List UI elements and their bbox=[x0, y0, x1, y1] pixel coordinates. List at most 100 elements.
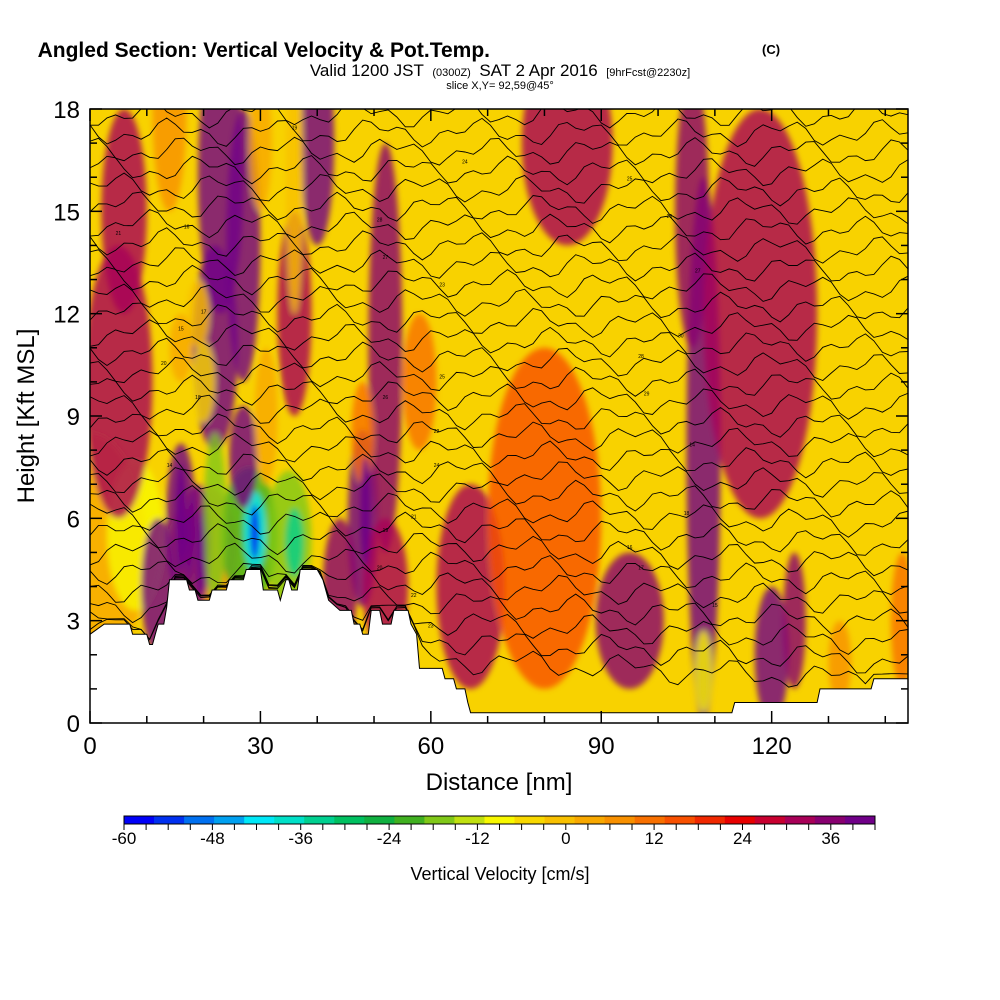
chart-title-unit: (C) bbox=[762, 42, 780, 57]
forecast-info: [9hrFcst@2230z] bbox=[606, 67, 690, 79]
velocity-cell-35 bbox=[521, 109, 613, 246]
colorbar-tick-label: -24 bbox=[377, 829, 402, 848]
contour-label: 23 bbox=[428, 624, 434, 630]
y-tick-label: 18 bbox=[53, 97, 80, 124]
colorbar-swatch bbox=[754, 816, 786, 824]
velocity-cell-25 bbox=[186, 279, 210, 348]
velocity-cell-37 bbox=[595, 552, 664, 689]
velocity-cell-42 bbox=[203, 433, 227, 604]
x-tick-label: 60 bbox=[417, 733, 444, 760]
velocity-cell-39 bbox=[286, 109, 303, 314]
velocity-core-2 bbox=[360, 456, 371, 567]
contour-label: 28 bbox=[638, 354, 644, 360]
y-axis-title: Height [Kft MSL] bbox=[13, 329, 40, 504]
colorbar-swatch bbox=[304, 816, 335, 824]
contour-label: 22 bbox=[411, 593, 417, 599]
velocity-cell-23 bbox=[402, 313, 437, 451]
y-tick-label: 12 bbox=[53, 302, 80, 329]
contour-label: 18 bbox=[195, 395, 201, 401]
colorbar-tick-label: -36 bbox=[288, 829, 313, 848]
contour-label: 27 bbox=[695, 269, 701, 275]
contour-label: 23 bbox=[439, 282, 445, 288]
velocity-cell-36 bbox=[703, 109, 818, 519]
velocity-cell-38 bbox=[249, 109, 272, 212]
contour-label: 29 bbox=[644, 392, 650, 398]
isentrope-line-7 bbox=[90, 503, 908, 556]
valid-time-line: Valid 1200 JST (0300Z) SAT 2 Apr 2016 [9… bbox=[310, 61, 690, 80]
contour-label: 16 bbox=[184, 224, 190, 230]
velocity-cell-26 bbox=[169, 313, 193, 382]
colorbar-swatch bbox=[244, 816, 275, 824]
isentrope-line-10 bbox=[90, 448, 908, 498]
colorbar-swatch bbox=[784, 816, 816, 824]
y-tick-label: 3 bbox=[67, 609, 80, 636]
velocity-cell-30 bbox=[487, 347, 602, 689]
colorbar-swatch bbox=[274, 816, 305, 824]
x-axis: 0 30 60 90 120 bbox=[83, 109, 887, 760]
velocity-cell-28 bbox=[254, 347, 278, 485]
colorbar-tick-label: 36 bbox=[821, 829, 840, 848]
colorbar-swatch bbox=[484, 816, 515, 824]
velocity-cell-31 bbox=[152, 109, 187, 212]
colorbar-tick-label: 0 bbox=[561, 829, 570, 848]
colorbar-tick-label: -60 bbox=[112, 829, 137, 848]
isentrope-line-3 bbox=[90, 564, 908, 635]
contour-label: 24 bbox=[434, 463, 440, 469]
y-tick-label: 0 bbox=[67, 711, 80, 738]
colorbar-tick-label: 24 bbox=[733, 829, 752, 848]
isentrope-line-24 bbox=[90, 191, 908, 225]
isentrope-line-28 bbox=[90, 117, 908, 148]
isentrope-line-8 bbox=[90, 485, 908, 538]
colorbar-swatch bbox=[544, 816, 576, 824]
vertical-velocity-field bbox=[90, 109, 908, 723]
colorbar-tick-label: 12 bbox=[645, 829, 664, 848]
isentrope-line-18 bbox=[90, 302, 908, 341]
colorbar-swatch bbox=[184, 816, 215, 824]
valid-time-utc: (0300Z) bbox=[432, 67, 471, 79]
colorbar-swatch bbox=[664, 816, 696, 824]
velocity-cell-20 bbox=[754, 586, 789, 723]
velocity-cell-40 bbox=[101, 109, 147, 314]
velocity-core-0 bbox=[175, 463, 186, 573]
y-axis: 0 3 6 9 12 15 18 bbox=[53, 97, 908, 738]
velocity-cell-15 bbox=[368, 143, 403, 553]
isentrope-line-22 bbox=[90, 227, 908, 264]
chart-title: Angled Section: Vertical Velocity & Pot.… bbox=[38, 39, 490, 62]
colorbar-swatch bbox=[364, 816, 395, 824]
colorbar: -60 -48 -36 -24 -12 0 12 24 36 bbox=[112, 815, 876, 848]
isentrope-line-14 bbox=[90, 374, 908, 420]
contour-label: 17 bbox=[201, 310, 207, 316]
velocity-cell-24 bbox=[192, 341, 216, 423]
plot-area: 14 15 16 17 18 19 20 21 22 23 24 25 26 27 28 29 30 14 15 16… bbox=[90, 109, 908, 723]
colorbar-swatch bbox=[574, 816, 606, 824]
velocity-cell-8 bbox=[285, 508, 304, 577]
contour-label: 25 bbox=[439, 375, 445, 381]
contour-label: 28 bbox=[377, 218, 383, 224]
contour-label: 14 bbox=[167, 463, 173, 469]
x-axis-title: Distance [nm] bbox=[426, 769, 573, 796]
colorbar-swatch bbox=[334, 816, 365, 824]
x-tick-label: 90 bbox=[588, 733, 615, 760]
y-tick-label: 15 bbox=[53, 199, 80, 226]
velocity-core-3 bbox=[250, 504, 260, 560]
contour-label: 24 bbox=[462, 160, 468, 166]
terrain bbox=[90, 569, 908, 723]
contour-label: 15 bbox=[178, 327, 184, 333]
contour-label: 20 bbox=[161, 361, 167, 367]
colorbar-swatch bbox=[814, 816, 846, 824]
velocity-core-1 bbox=[196, 511, 205, 594]
contour-label: 25 bbox=[627, 177, 633, 183]
isentrope-line-4 bbox=[90, 560, 908, 614]
isentrope-line-26 bbox=[90, 155, 908, 187]
contour-label: 21 bbox=[116, 231, 122, 237]
velocity-cell-27 bbox=[277, 211, 312, 416]
contour-label: 30 bbox=[678, 334, 684, 340]
colorbar-tick-label: -48 bbox=[200, 829, 225, 848]
isentrope-line-13 bbox=[90, 394, 908, 438]
valid-time-prefix: Valid 1200 JST bbox=[310, 61, 424, 80]
contour-label: 18 bbox=[684, 511, 690, 517]
velocity-cell-10 bbox=[229, 405, 258, 509]
valid-time-date: SAT 2 Apr 2016 bbox=[479, 61, 597, 80]
isentrope-line-25 bbox=[90, 172, 908, 207]
